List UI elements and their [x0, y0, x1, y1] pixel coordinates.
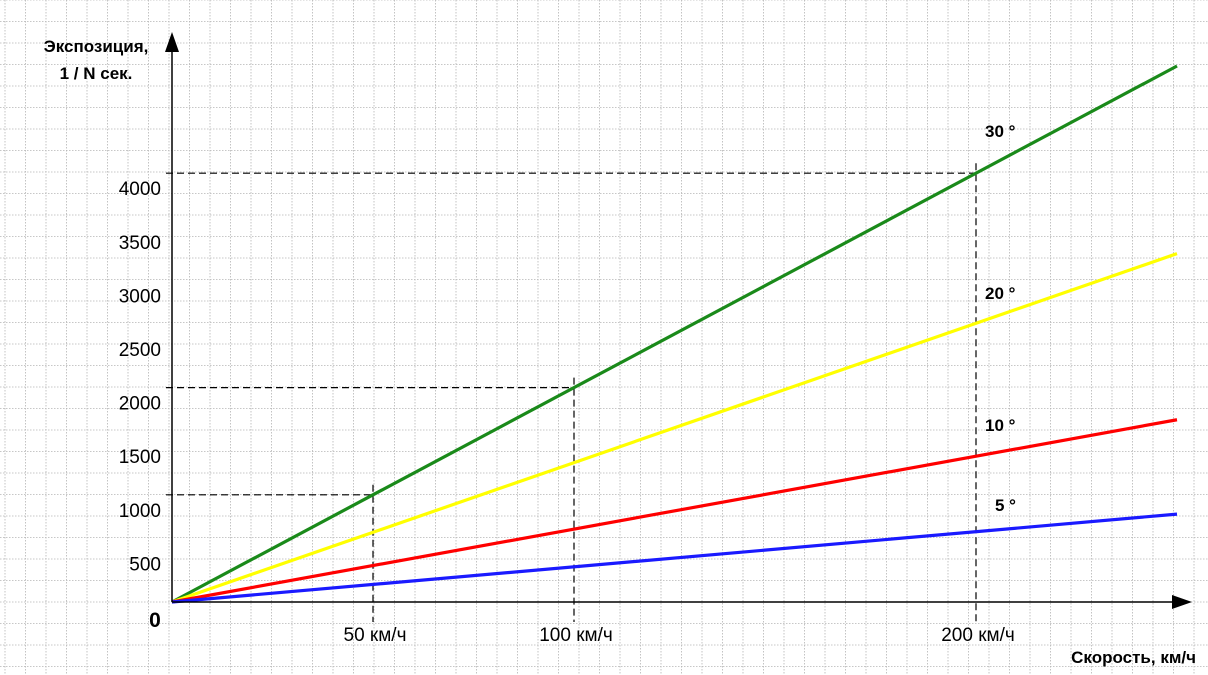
series-label-0: 30 ° [985, 122, 1016, 141]
y-tick-label: 1000 [119, 501, 161, 522]
y-axis-arrow [165, 32, 179, 52]
x-axis-title: Скорость, км/ч [1071, 648, 1196, 667]
origin-label: 0 [149, 609, 161, 632]
series-label-2: 10 ° [985, 416, 1016, 435]
y-tick-labels: 500 1000 1500 2000 2500 3000 3500 4000 [119, 179, 161, 575]
x-axis-arrow [1172, 595, 1192, 609]
y-tick-label: 2000 [119, 394, 161, 415]
series-lines [171, 64, 1178, 604]
series-line-0 [171, 64, 1178, 604]
x-tick-labels: 50 км/ч 100 км/ч 200 км/ч [344, 625, 1015, 646]
series-label-3: 5 ° [995, 496, 1016, 515]
series-line-2 [171, 418, 1178, 604]
x-tick-label: 200 км/ч [941, 625, 1015, 646]
x-tick-label: 100 км/ч [539, 625, 613, 646]
y-tick-label: 1500 [119, 447, 161, 468]
series-labels: 30 ° 20 ° 10 ° 5 ° [985, 122, 1016, 515]
y-tick-label: 2500 [119, 340, 161, 361]
y-axis-title-line2: 1 / N сек. [60, 64, 133, 83]
y-tick-label: 4000 [119, 179, 161, 200]
y-tick-label: 3000 [119, 286, 161, 307]
series-label-1: 20 ° [985, 284, 1016, 303]
series-line-1 [171, 252, 1178, 604]
axes [165, 32, 1192, 609]
y-tick-label: 500 [129, 554, 161, 575]
labels: Экспозиция, 1 / N сек. Скорость, км/ч 0 [44, 37, 1196, 667]
y-axis-title-line1: Экспозиция, [44, 37, 149, 56]
x-tick-label: 50 км/ч [344, 625, 407, 646]
series-line-3 [171, 512, 1178, 604]
y-tick-label: 3500 [119, 233, 161, 254]
reference-guides [166, 163, 977, 622]
